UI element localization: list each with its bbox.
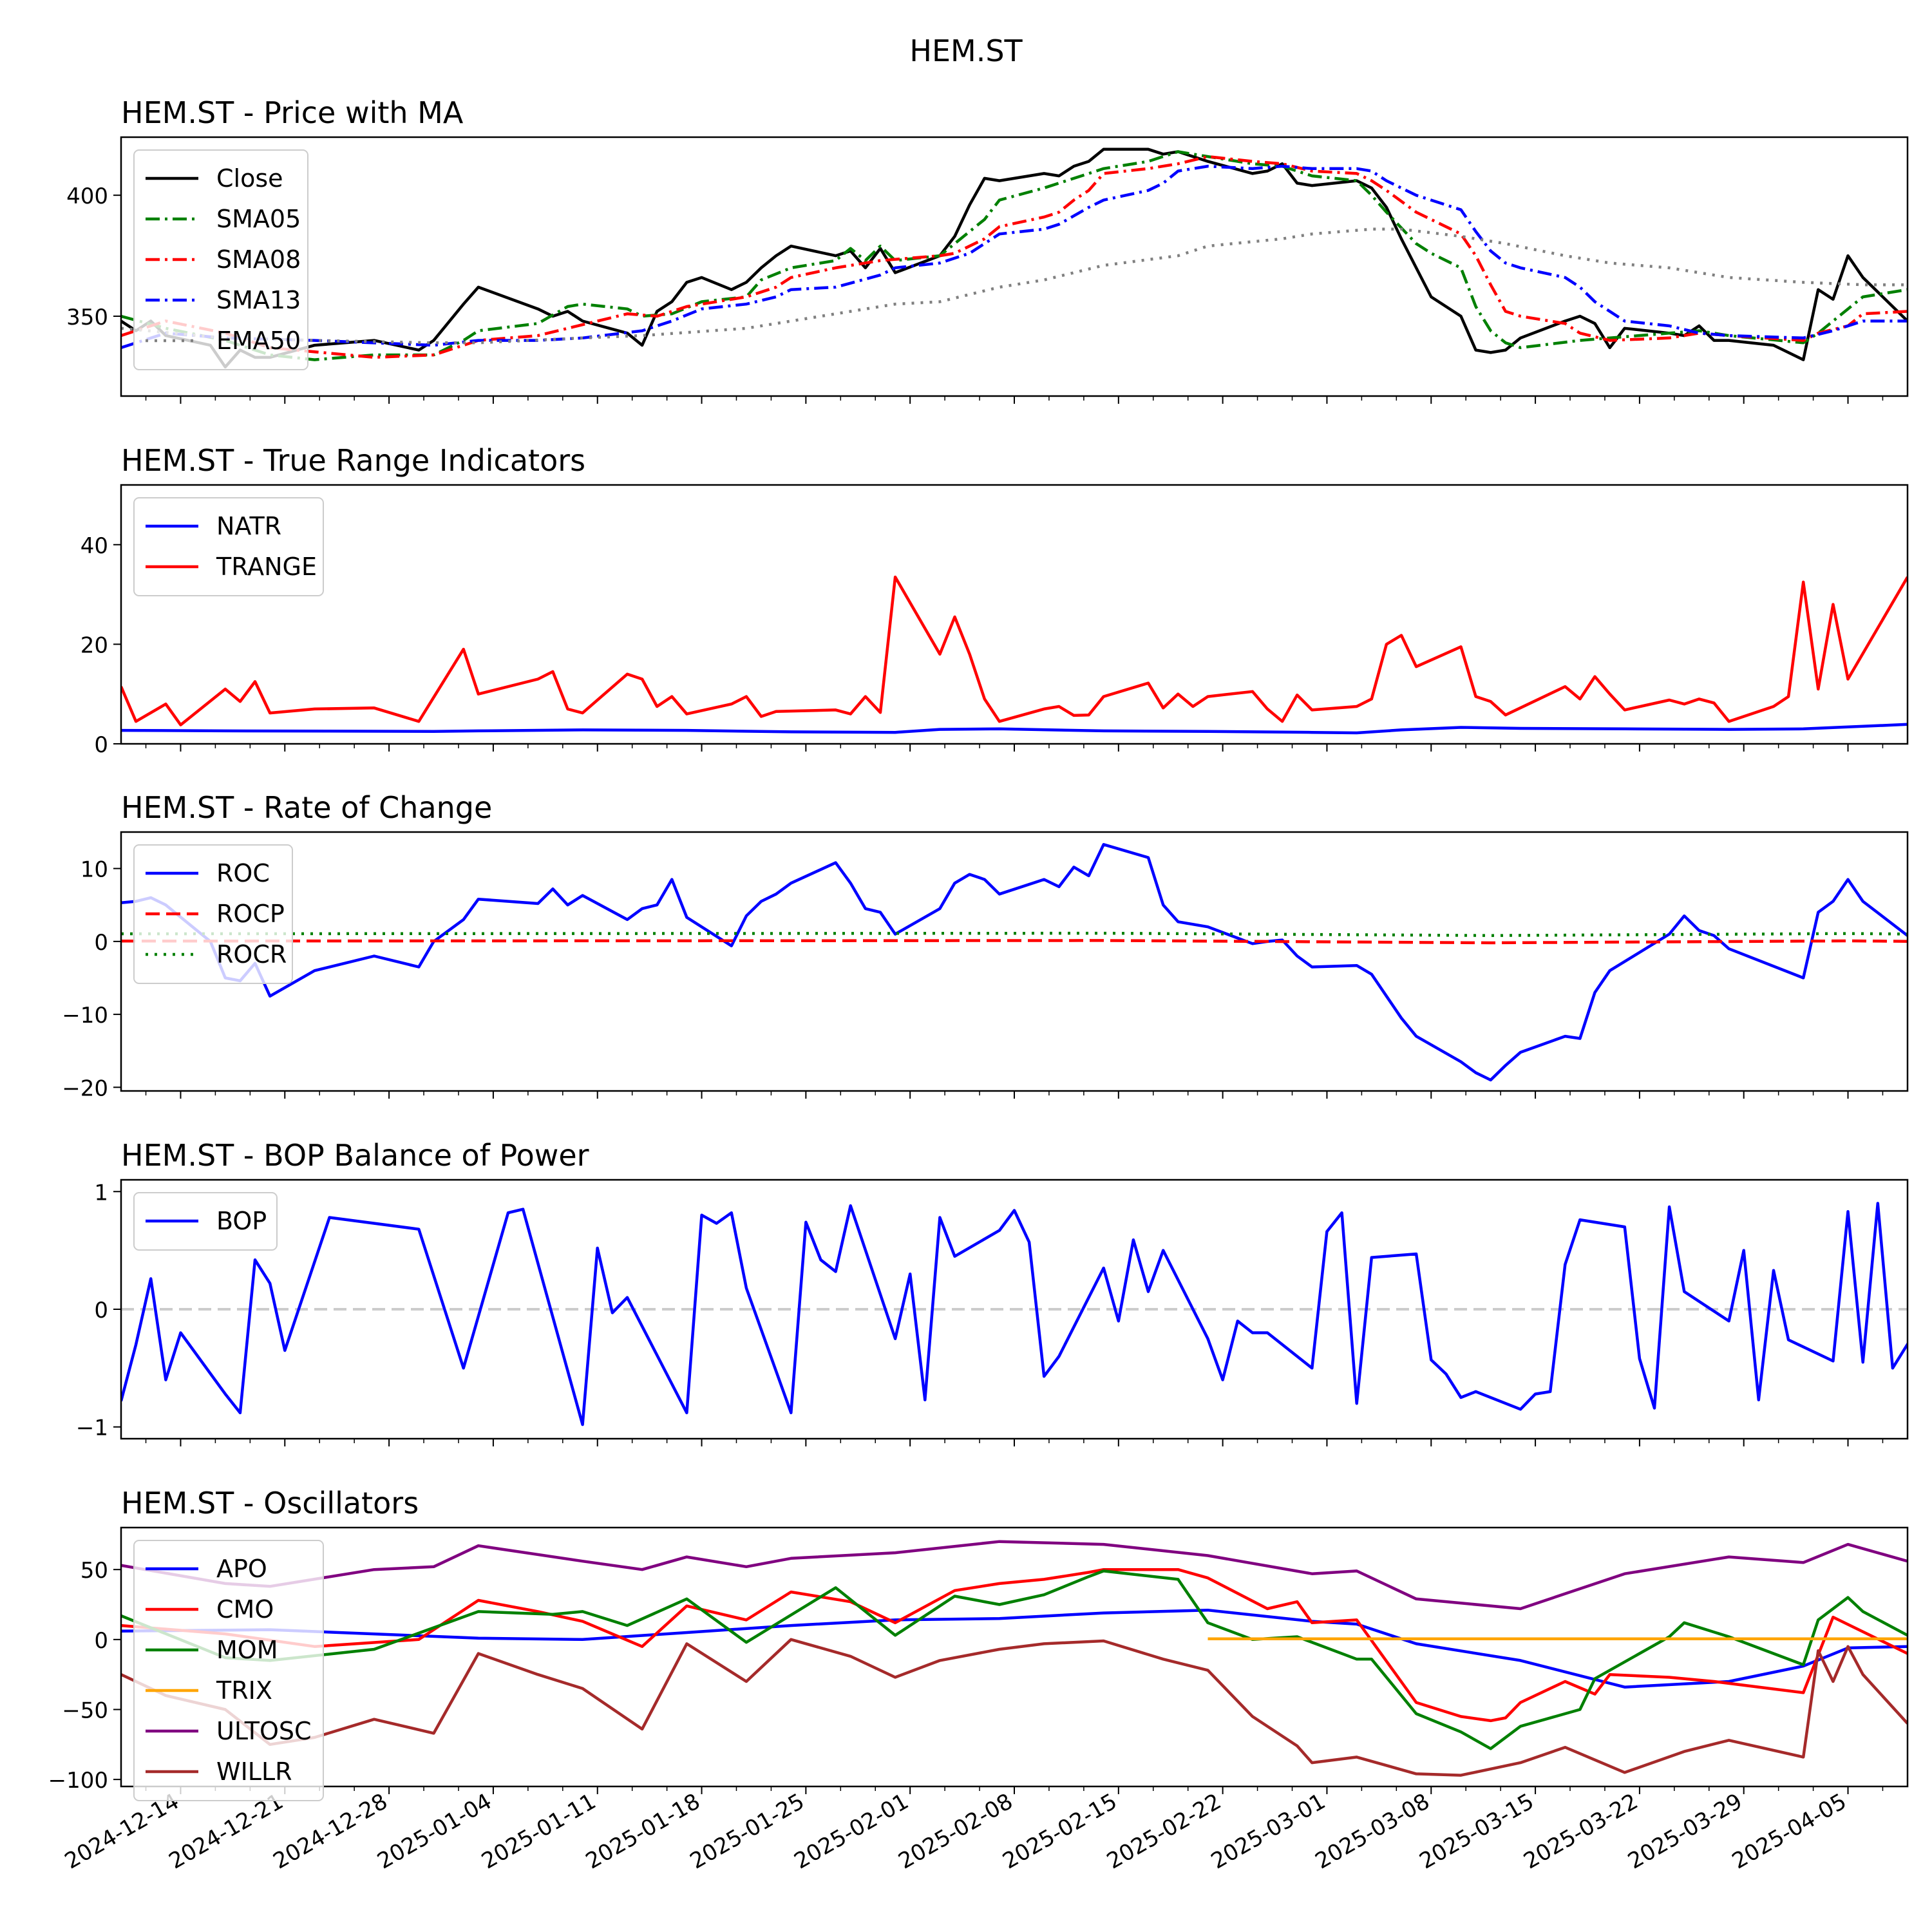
y-tick-label: 40: [80, 533, 108, 559]
legend-box: [133, 1540, 324, 1801]
x-tick-label: 2025-02-01: [790, 1788, 913, 1874]
series-mom: [121, 1569, 1908, 1750]
panel-title: HEM.ST - Price with MA: [121, 95, 464, 130]
panel-title: HEM.ST - Rate of Change: [121, 790, 492, 825]
series-apo: [121, 1608, 1908, 1689]
legend-label: ULTOSC: [216, 1717, 312, 1745]
series-willr: [121, 1638, 1908, 1777]
legend-label: SMA13: [216, 286, 301, 314]
legend: ROC ROCP ROCR: [133, 844, 293, 984]
legend-label: SMA08: [216, 245, 301, 274]
legend: NATR TRANGE: [133, 497, 324, 596]
legend-label: SMA05: [216, 205, 301, 233]
axes-frame: [120, 136, 1909, 397]
legend-label: TRIX: [216, 1676, 272, 1705]
x-tick-label: 2025-02-22: [1103, 1788, 1226, 1874]
axes-frame: [120, 1526, 1909, 1788]
legend-box: [133, 1192, 278, 1251]
legend: APO CMO MOM TRIX ULTOSC WILLR: [133, 1540, 324, 1801]
x-tick-label: 2025-01-04: [373, 1788, 496, 1874]
y-tick-label: −100: [48, 1768, 108, 1794]
y-tick-label: 0: [94, 1298, 108, 1323]
legend-box: [133, 497, 324, 596]
y-tick-label: 20: [80, 632, 108, 658]
series-sma13: [121, 164, 1908, 350]
legend-label: ROCP: [216, 900, 285, 928]
y-tick-label: 50: [80, 1558, 108, 1584]
x-tick-label: 2025-02-08: [894, 1788, 1017, 1874]
x-tick-label: 2025-03-22: [1519, 1788, 1642, 1874]
panel-title: HEM.ST - Oscillators: [121, 1486, 419, 1520]
legend: BOP: [133, 1192, 278, 1251]
panel-4: HEM.ST - BOP Balance of Power −1 0 1 BOP: [76, 1138, 1909, 1446]
series-rocp: [121, 939, 1908, 945]
y-tick-label: −1: [76, 1416, 108, 1441]
y-tick-label: 0: [94, 1628, 108, 1654]
x-tick-label: 2025-03-01: [1207, 1788, 1330, 1874]
x-tick-label: 2025-01-25: [686, 1788, 809, 1874]
axes-frame: [120, 484, 1909, 745]
y-tick-label: 10: [80, 857, 108, 883]
x-tick-label: 2025-01-11: [477, 1788, 600, 1874]
series-trange: [121, 575, 1908, 726]
y-tick-label: 0: [94, 732, 108, 758]
x-tick-label: 2025-03-29: [1624, 1788, 1747, 1874]
x-tick-label: 2025-01-18: [582, 1788, 705, 1874]
series-rocr: [121, 931, 1908, 937]
x-tick-label: 2024-12-28: [269, 1788, 392, 1874]
legend-label: EMA50: [216, 327, 301, 355]
panel-2: HEM.ST - True Range Indicators 0 20 40 NATR T…: [80, 443, 1909, 758]
legend-label: WILLR: [216, 1757, 292, 1786]
y-tick-label: −10: [62, 1003, 108, 1028]
x-tick-label: 2025-03-08: [1311, 1788, 1434, 1874]
series-ultosc: [121, 1540, 1908, 1611]
legend: Close SMA05 SMA08 SMA13 EMA50: [133, 149, 308, 370]
series-cmo: [121, 1567, 1908, 1723]
x-tick-label: 2025-02-15: [998, 1788, 1121, 1874]
series-sma05: [121, 150, 1908, 361]
panel-5: HEM.ST - Oscillators −100 −50 0 50 2024-12-14…: [48, 1486, 1909, 1875]
y-tick-label: 350: [66, 305, 108, 330]
x-tick-label: 2025-04-05: [1728, 1788, 1851, 1874]
y-tick-label: 400: [66, 184, 108, 209]
series-natr: [121, 723, 1908, 735]
y-tick-label: 0: [94, 930, 108, 956]
legend-label: ROC: [216, 859, 270, 887]
x-tick-label: 2024-12-14: [61, 1788, 184, 1874]
panel-title: HEM.ST - True Range Indicators: [121, 443, 585, 478]
axes-frame: [120, 1179, 1909, 1440]
legend-label: ROCR: [216, 940, 287, 969]
legend-label: TRANGE: [216, 553, 317, 581]
series-ema50: [121, 227, 1908, 345]
legend-label: Close: [216, 164, 283, 193]
legend-label: MOM: [216, 1636, 278, 1664]
series-sma08: [121, 155, 1908, 359]
y-tick-label: 1: [94, 1180, 108, 1206]
y-tick-label: −20: [62, 1075, 108, 1101]
panel-title: HEM.ST - BOP Balance of Power: [121, 1138, 589, 1173]
legend-box: [133, 844, 293, 984]
figure-title: HEM.ST: [909, 33, 1023, 68]
legend-box: [133, 149, 308, 370]
legend-label: NATR: [216, 512, 281, 540]
axes-frame: [120, 831, 1909, 1092]
legend-label: BOP: [216, 1207, 267, 1235]
x-tick-label: 2025-03-15: [1415, 1788, 1538, 1874]
legend-label: APO: [216, 1555, 267, 1583]
x-tick-label: 2024-12-21: [165, 1788, 288, 1874]
panel-1: HEM.ST - Price with MA 350 400 Close SMA05 SM…: [66, 95, 1909, 404]
legend-label: CMO: [216, 1595, 274, 1624]
y-tick-label: −50: [62, 1698, 108, 1723]
series-bop: [121, 1202, 1908, 1426]
series-roc: [121, 843, 1908, 1082]
